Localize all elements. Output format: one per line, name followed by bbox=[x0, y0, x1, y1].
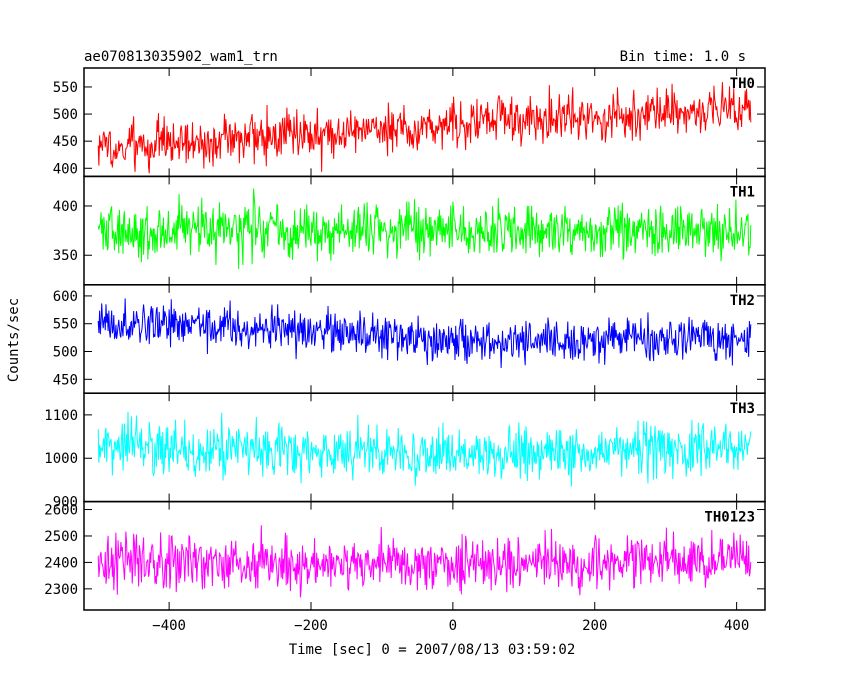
y-tick-label: 2500 bbox=[44, 529, 78, 545]
y-tick-label: 900 bbox=[53, 495, 78, 511]
y-axis-label: Counts/sec bbox=[6, 298, 22, 382]
panel-th0: 400 450 500 550 TH0 bbox=[53, 67, 766, 177]
panel-th3: 900 1000 1100 TH3 bbox=[44, 392, 766, 511]
y-tick-label: 2600 bbox=[44, 503, 78, 519]
series-th3 bbox=[97, 411, 752, 487]
x-tick-label: 200 bbox=[582, 618, 607, 634]
x-tick-label: −200 bbox=[294, 618, 328, 634]
panel-label-th2: TH2 bbox=[730, 293, 755, 309]
chart-title: ae070813035902_wam1_trn bbox=[84, 49, 278, 65]
x-tick-label: 0 bbox=[449, 618, 457, 634]
panel-frame bbox=[83, 500, 766, 611]
y-tick-label: 400 bbox=[53, 161, 78, 177]
y-tick-label: 400 bbox=[53, 199, 78, 215]
y-tick-label: 500 bbox=[53, 345, 78, 361]
y-tick-label: 450 bbox=[53, 134, 78, 150]
y-tick-label: 550 bbox=[53, 80, 78, 96]
x-ticks-group: −400 −200 0 200 400 bbox=[152, 618, 749, 634]
panel-label-th0: TH0 bbox=[730, 76, 755, 92]
y-tick-label: 450 bbox=[53, 372, 78, 388]
y-tick-label: 600 bbox=[53, 289, 78, 305]
panel-th2: 450 500 550 600 TH2 bbox=[53, 284, 766, 394]
panel-label-th1: TH1 bbox=[730, 184, 755, 200]
x-tick-label: −400 bbox=[152, 618, 186, 634]
y-tick-label: 350 bbox=[53, 248, 78, 264]
panels-group: 400 450 500 550 TH0 350 400 TH1 450 500 550 600 TH2 9… bbox=[44, 67, 766, 611]
x-tick-label: 400 bbox=[724, 618, 749, 634]
y-tick-label: 1100 bbox=[44, 408, 78, 424]
panel-label-th0123: TH0123 bbox=[704, 510, 755, 526]
panel-th1: 350 400 TH1 bbox=[53, 175, 766, 286]
x-axis-label: Time [sec] 0 = 2007/08/13 03:59:02 bbox=[289, 642, 576, 658]
series-th1 bbox=[97, 188, 752, 270]
bin-time-label: Bin time: 1.0 s bbox=[620, 49, 746, 65]
y-tick-label: 2400 bbox=[44, 555, 78, 571]
y-tick-label: 1000 bbox=[44, 451, 78, 467]
y-tick-label: 500 bbox=[53, 107, 78, 123]
y-tick-label: 550 bbox=[53, 317, 78, 333]
series-th2 bbox=[97, 298, 752, 369]
panel-label-th3: TH3 bbox=[730, 401, 755, 417]
y-tick-label: 2300 bbox=[44, 582, 78, 598]
series-th0 bbox=[97, 82, 752, 174]
series-th0123 bbox=[97, 525, 752, 598]
panel-th0123: 2300 2400 2500 2600 TH0123 bbox=[44, 500, 766, 611]
